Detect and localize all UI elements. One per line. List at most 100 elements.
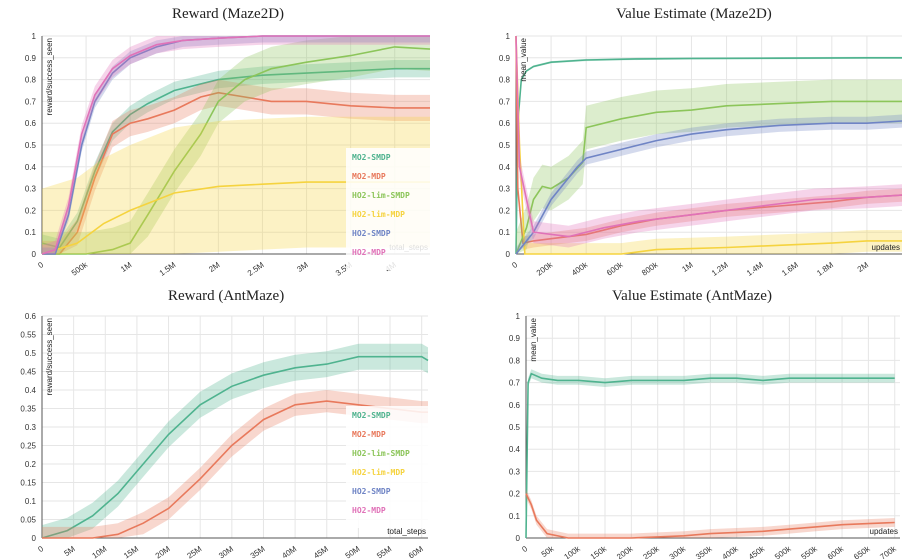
legend-entry: HO2-lim-SMDP [352, 190, 410, 200]
x-tick-label: 2M [856, 260, 871, 274]
y-tick-label: 0.2 [499, 206, 511, 215]
y-tick-label: 0.9 [25, 54, 37, 63]
series-line-mo2-mdp [525, 493, 895, 539]
y-tick-label: 1 [32, 32, 37, 41]
x-tick-label: 35M [249, 544, 267, 559]
chart-reward-maze2d: 0 0.1 0.2 0.3 0.4 0.5 0.6 0.7 0.8 0.9 1 0 500k 1M 1.5M… [25, 32, 432, 278]
legend-entry: HO2-SMDP [352, 229, 391, 238]
x-tick-label: 600k [826, 544, 846, 559]
y-tick-label: 0.8 [499, 76, 511, 85]
y-tick-label: 0.1 [25, 497, 37, 506]
x-tick-label: 5M [63, 544, 78, 558]
x-tick-label: 250k [641, 544, 661, 559]
series-band-ho2-lim-smdp [42, 36, 430, 254]
series-line-ho2-lim-smdp [515, 100, 902, 255]
y-tick-label: 0.5 [509, 423, 521, 432]
y-tick-label: 0 [506, 250, 511, 259]
x-tick-label: 200k [615, 544, 635, 559]
legend-entry: HO2-lim-MDP [352, 467, 405, 477]
y-tick-label: 0 [32, 250, 37, 259]
y-tick-label: 1 [516, 312, 521, 321]
series-band-mo2-mdp [526, 489, 895, 538]
series-band-ho2-lim-mdp [516, 36, 902, 254]
y-tick-label: 0.3 [509, 467, 521, 476]
y-tick-label: 0.5 [25, 349, 37, 358]
chart-title: Value Estimate (AntMaze) [612, 288, 772, 304]
y-tick-label: 0.9 [499, 54, 511, 63]
y-tick-label: 0.4 [25, 163, 37, 172]
y-axis-label: mean_value [529, 317, 538, 361]
x-tick-label: 300k [668, 544, 688, 559]
x-tick-label: 0 [510, 260, 519, 270]
chart-panel-value-antmaze: Value Estimate (AntMaze) 0 0.1 0.2 0.3 0.4 0.… [454, 280, 908, 559]
x-tick-label: 600k [605, 260, 625, 278]
y-tick-label: 0.5 [499, 141, 511, 150]
y-tick-label: 0.4 [509, 445, 521, 454]
x-tick-label: 60M [407, 544, 425, 559]
x-axis-label: updates [870, 527, 898, 536]
x-tick-label: 2.5M [246, 260, 266, 278]
chart-title: Value Estimate (Maze2D) [616, 6, 772, 22]
y-tick-label: 0.8 [509, 356, 521, 365]
y-tick-label: 1 [506, 32, 511, 41]
series-line-mo2-smdp [41, 67, 430, 249]
x-tick-label: 700k [878, 544, 898, 559]
y-tick-label: 0.1 [25, 228, 37, 237]
y-axis-label: mean_value [519, 37, 528, 81]
series-line-ho2-lim-mdp [515, 35, 902, 255]
x-tick-label: 650k [852, 544, 872, 559]
y-tick-label: 0.6 [509, 401, 521, 410]
y-tick-label: 0.3 [25, 185, 37, 194]
x-tick-label: 20M [154, 544, 172, 559]
legend-entry: HO2-MDP [352, 506, 386, 515]
y-tick-label: 0.7 [499, 97, 511, 106]
x-tick-label: 25M [185, 544, 203, 559]
series-band-mo2-smdp [42, 343, 428, 538]
x-tick-label: 350k [694, 544, 714, 559]
y-tick-label: 0.45 [20, 368, 36, 377]
y-tick-label: 0.9 [509, 334, 521, 343]
legend-entry: MO2-SMDP [352, 153, 391, 162]
y-tick-label: 0.6 [25, 119, 37, 128]
x-tick-label: 50M [344, 544, 362, 559]
series-line-mo2-smdp [525, 372, 895, 539]
chart-value-maze2d: 0 0.1 0.2 0.3 0.4 0.5 0.6 0.7 0.8 0.9 1 0 200k 400k 60… [499, 32, 903, 278]
y-axis-label: reward/success_seen [45, 38, 54, 115]
legend-entry: HO2-lim-MDP [352, 209, 405, 219]
chart-value-antmaze: 0 0.1 0.2 0.3 0.4 0.5 0.6 0.7 0.8 0.9 1 0 50k 100k 150… [509, 312, 900, 559]
series-line-ho2-lim-smdp [42, 46, 431, 255]
y-tick-label: 0.2 [25, 460, 37, 469]
legend-entry: MO2-SMDP [352, 411, 391, 420]
y-tick-label: 0.5 [25, 141, 37, 150]
y-tick-label: 0.1 [509, 512, 521, 521]
legend-entry: HO2-SMDP [352, 487, 391, 496]
x-tick-label: 15M [122, 544, 140, 559]
y-tick-label: 0 [516, 534, 521, 543]
y-tick-label: 0.15 [20, 479, 36, 488]
x-tick-label: 30M [217, 544, 235, 559]
x-tick-label: 50k [540, 544, 557, 559]
y-tick-label: 0.6 [499, 119, 511, 128]
y-tick-label: 0.25 [20, 442, 36, 451]
x-tick-label: 45M [312, 544, 330, 559]
x-tick-label: 550k [799, 544, 819, 559]
x-tick-label: 55M [375, 544, 393, 559]
x-tick-label: 40M [280, 544, 298, 559]
chart-title: Reward (AntMaze) [168, 288, 285, 304]
x-tick-label: 0 [36, 260, 45, 270]
series-band-mo2-mdp [516, 36, 902, 250]
chart-panel-value-maze2d: Value Estimate (Maze2D) 0 0.1 0.2 0.3 0.4 0.5… [454, 0, 908, 280]
legend-box [346, 406, 432, 528]
x-tick-label: 1.8M [815, 260, 835, 278]
y-tick-label: 0.7 [25, 97, 37, 106]
series-band-ho2-mdp [516, 36, 902, 248]
legend-entry: MO2-MDP [352, 430, 386, 439]
x-tick-label: 450k [747, 544, 767, 559]
x-tick-label: 200k [535, 260, 555, 278]
chart-panel-reward-maze2d: Reward (Maze2D) 0 0.1 0.2 0.3 0.4 0.5 0.6 0.7 0.… [0, 0, 454, 280]
chart-reward-antmaze: 0 0.05 0.1 0.15 0.2 0.25 0.3 0.35 0.4 0.45 0.5 0.55… [20, 312, 432, 559]
series-line-mo2-mdp [42, 91, 430, 255]
chart-panel-reward-antmaze: Reward (AntMaze) 0 0.05 0.1 0.15 0.2 0.25 0.3 0… [0, 280, 454, 559]
y-tick-label: 0.2 [25, 206, 37, 215]
y-tick-label: 0.6 [25, 312, 37, 321]
